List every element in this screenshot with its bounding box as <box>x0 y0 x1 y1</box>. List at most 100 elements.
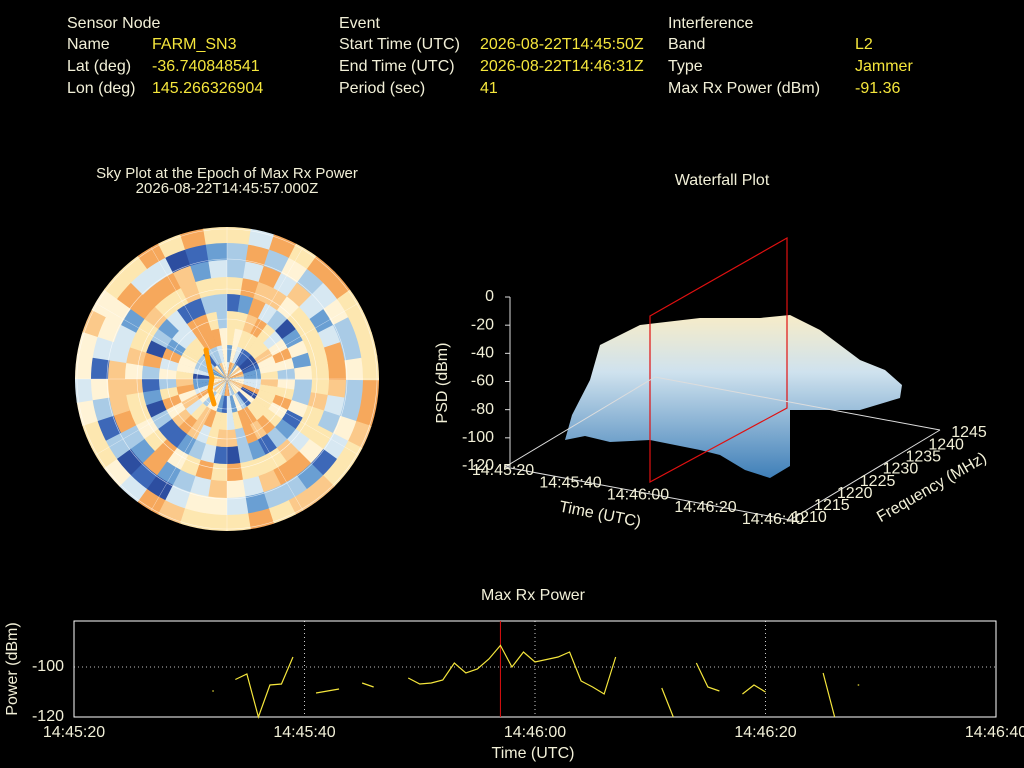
sky-cell <box>102 269 132 300</box>
sky-cell <box>214 379 227 394</box>
sky-cell <box>244 492 270 515</box>
sky-cell <box>145 399 167 419</box>
sky-cell <box>192 378 211 385</box>
sky-cell <box>227 368 244 379</box>
power-line <box>315 688 340 694</box>
sky-cell <box>175 362 195 374</box>
power-line <box>407 644 617 695</box>
sky-cell <box>327 360 347 380</box>
sky-cell <box>242 363 261 374</box>
z-tick-label: -100 <box>462 429 494 446</box>
sky-cell <box>226 446 241 465</box>
sky-cell <box>232 327 244 347</box>
field-label: Lon (deg) <box>67 80 136 97</box>
sky-cell <box>180 394 200 410</box>
sky-subtitle: 2026-08-22T14:45:57.000Z <box>136 180 319 197</box>
sky-cell <box>242 384 261 396</box>
sky-cell <box>124 362 144 379</box>
sky-spoke <box>150 247 228 380</box>
z-tick-label: -120 <box>462 457 494 474</box>
freq-tick-label: 1210 <box>791 509 827 526</box>
sky-cell <box>232 394 243 413</box>
sky-cell <box>91 396 114 422</box>
sky-cell <box>108 394 130 417</box>
sky-cell <box>268 338 289 357</box>
psd-surface <box>565 315 902 478</box>
y-tick-label: -100 <box>32 658 64 675</box>
sky-cell <box>186 420 204 441</box>
sky-cell <box>302 332 326 354</box>
sky-cell <box>209 370 227 379</box>
sky-cell <box>178 322 198 343</box>
sky-cell <box>170 408 191 428</box>
sky-cell <box>281 409 304 431</box>
sky-spoke <box>95 378 228 456</box>
time-tick-label: 14:45:40 <box>539 474 601 491</box>
sky-cell <box>246 403 264 422</box>
sky-cell <box>179 454 201 477</box>
sky-cell <box>187 439 206 461</box>
sky-cell <box>246 336 265 356</box>
sky-cell <box>227 379 242 392</box>
sky-cell <box>193 384 212 395</box>
sky-cell <box>340 336 363 362</box>
sky-cell <box>344 357 365 381</box>
sky-cell <box>232 345 244 364</box>
z-tick-label: -60 <box>471 373 494 390</box>
sky-cell <box>210 379 227 390</box>
sky-cell <box>252 454 274 478</box>
sky-cell <box>206 347 220 366</box>
sky-cell <box>254 348 274 364</box>
z-tick-label: -80 <box>471 401 494 418</box>
sky-cell <box>243 373 262 380</box>
sky-cell <box>210 462 227 482</box>
z-tick-label: -20 <box>471 316 494 333</box>
sky-cell <box>108 341 131 364</box>
sky-cell <box>192 367 211 377</box>
sky-cell <box>227 366 242 379</box>
sky-cell <box>336 440 365 471</box>
sky-cell <box>243 379 262 385</box>
sky-cell <box>227 379 236 397</box>
sky-cell <box>242 260 265 283</box>
power-line <box>361 682 374 688</box>
field-value: 41 <box>480 80 498 97</box>
sky-cell <box>207 479 227 499</box>
field-value: 145.266326904 <box>152 80 263 97</box>
sky-cell <box>184 398 203 416</box>
sky-cell <box>215 395 225 414</box>
sky-cell <box>193 362 212 374</box>
field-label: Lat (deg) <box>67 58 131 75</box>
sky-cell <box>212 446 227 465</box>
sky-cell <box>262 408 283 429</box>
section-title: Sensor Node <box>67 15 160 32</box>
sky-cell <box>337 288 365 319</box>
sky-cell <box>344 379 364 402</box>
power-line <box>661 687 674 718</box>
sky-cell <box>150 327 173 349</box>
sky-cell <box>189 402 208 422</box>
sky-cell <box>177 389 197 403</box>
satellite-track <box>203 347 217 407</box>
sky-cell <box>242 476 265 498</box>
sky-cell <box>150 409 172 430</box>
sky-cell <box>310 362 330 380</box>
sky-cell <box>201 513 227 531</box>
sky-cell <box>209 379 227 388</box>
sky-cell <box>248 297 267 319</box>
sky-cell <box>200 293 217 315</box>
x-tick-label: 14:45:20 <box>43 724 105 741</box>
sky-cell <box>227 379 245 388</box>
sky-cell <box>238 388 256 404</box>
sky-heatmap <box>75 227 379 531</box>
sky-cell <box>172 264 197 289</box>
sky-cell <box>227 344 233 363</box>
field-value: -36.740848541 <box>152 58 260 75</box>
sky-cell <box>175 384 195 396</box>
x-tick-label: 14:45:40 <box>273 724 335 741</box>
sky-cell <box>187 297 207 319</box>
sky-cell <box>257 469 282 494</box>
z-tick-label: 0 <box>485 288 494 305</box>
time-tick-label: 14:46:40 <box>742 511 804 528</box>
